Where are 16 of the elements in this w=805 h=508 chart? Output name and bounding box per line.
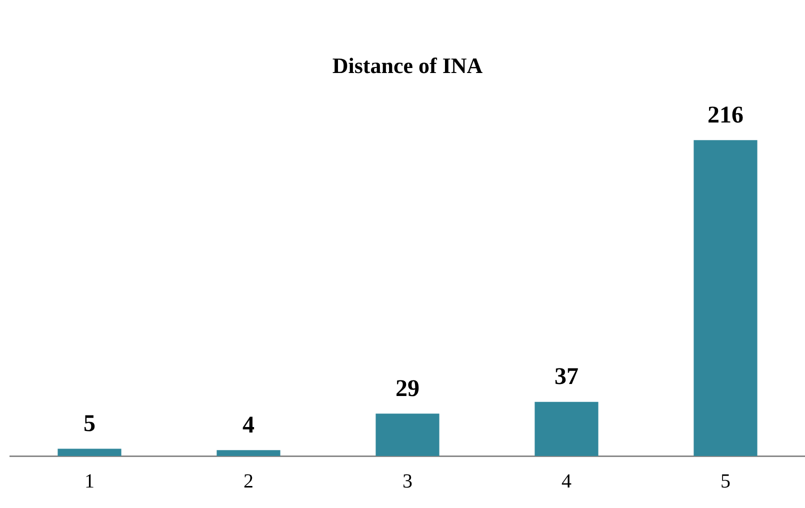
data-label: 29 — [396, 376, 420, 402]
bar — [216, 450, 280, 456]
chart-title: Distance of INA — [332, 52, 483, 78]
x-tick-label: 1 — [84, 470, 94, 492]
bar — [58, 448, 122, 456]
bar — [376, 414, 440, 456]
data-label: 37 — [554, 364, 578, 390]
x-tick-label: 2 — [244, 470, 254, 492]
bar — [534, 402, 598, 456]
x-tick-label: 4 — [562, 470, 572, 492]
x-tick-label: 5 — [720, 470, 730, 492]
bar — [694, 140, 758, 456]
data-label: 5 — [84, 410, 96, 437]
data-label: 4 — [242, 412, 254, 438]
data-label: 216 — [708, 102, 744, 128]
x-tick-label: 3 — [402, 470, 412, 492]
